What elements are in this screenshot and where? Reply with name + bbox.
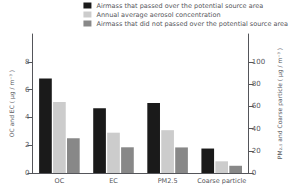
svg-text:8: 8 — [25, 58, 29, 66]
svg-text:0: 0 — [25, 169, 29, 177]
svg-text:80: 80 — [252, 80, 261, 88]
svg-text:EC: EC — [109, 177, 118, 185]
svg-text:OC: OC — [55, 177, 65, 185]
svg-text:OC and EC ( μg / m⁻³ ): OC and EC ( μg / m⁻³ ) — [8, 70, 16, 137]
svg-text:6: 6 — [25, 86, 30, 94]
svg-text:20: 20 — [252, 147, 261, 155]
svg-text:0: 0 — [252, 169, 256, 177]
svg-text:4: 4 — [25, 113, 30, 121]
svg-text:40: 40 — [252, 125, 261, 133]
svg-text:Coarse particle: Coarse particle — [197, 177, 246, 185]
svg-text:Airmass that did not passed ov: Airmass that did not passed over the pot… — [96, 20, 288, 28]
svg-text:Annual average aerosol concent: Annual average aerosol concentration — [96, 11, 220, 19]
svg-text:Airmass that passed over the p: Airmass that passed over the potential s… — [96, 2, 263, 10]
svg-text:60: 60 — [252, 102, 261, 110]
svg-text:100: 100 — [252, 58, 265, 66]
svg-text:PM₂.₅ and Coarse particle ( μg: PM₂.₅ and Coarse particle ( μg / m⁻³ ) — [276, 48, 284, 159]
svg-text:PM2.5: PM2.5 — [158, 177, 178, 185]
svg-text:2: 2 — [25, 141, 29, 149]
